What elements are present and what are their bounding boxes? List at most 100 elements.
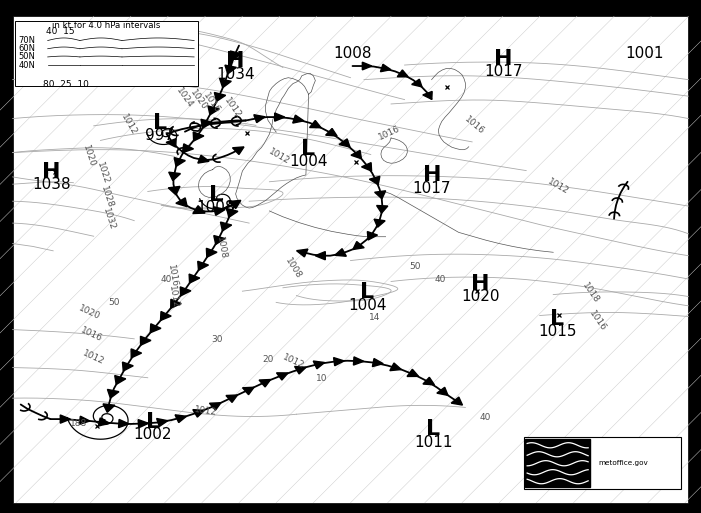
Polygon shape xyxy=(123,362,133,371)
Polygon shape xyxy=(166,139,176,147)
Polygon shape xyxy=(226,208,238,218)
Polygon shape xyxy=(353,242,365,249)
Polygon shape xyxy=(206,248,217,257)
Polygon shape xyxy=(193,206,205,213)
Polygon shape xyxy=(215,92,226,102)
Polygon shape xyxy=(156,419,168,426)
Text: 1034: 1034 xyxy=(216,67,255,82)
Polygon shape xyxy=(254,115,265,123)
Polygon shape xyxy=(98,418,109,426)
Text: 1004: 1004 xyxy=(290,154,327,169)
Polygon shape xyxy=(221,222,232,231)
Polygon shape xyxy=(214,235,225,244)
Polygon shape xyxy=(220,79,231,88)
Text: 70N: 70N xyxy=(18,36,35,45)
Text: 14: 14 xyxy=(369,313,380,322)
Text: 40: 40 xyxy=(479,413,491,422)
Polygon shape xyxy=(374,219,385,227)
Text: H: H xyxy=(226,51,245,71)
Polygon shape xyxy=(193,132,204,141)
Polygon shape xyxy=(297,249,308,257)
Polygon shape xyxy=(198,155,209,163)
Text: 1008: 1008 xyxy=(334,46,372,61)
Text: 1012: 1012 xyxy=(81,349,106,366)
Polygon shape xyxy=(210,403,221,410)
Text: L: L xyxy=(209,185,223,205)
Text: 1032: 1032 xyxy=(101,207,116,232)
Text: L: L xyxy=(550,309,564,329)
Text: 1008: 1008 xyxy=(215,235,228,260)
Polygon shape xyxy=(226,395,238,402)
Text: 40  15: 40 15 xyxy=(46,27,74,36)
Text: 1012: 1012 xyxy=(222,96,243,120)
Polygon shape xyxy=(233,147,244,154)
Text: 40: 40 xyxy=(435,275,446,284)
Polygon shape xyxy=(169,172,180,181)
Polygon shape xyxy=(115,376,125,384)
Text: 1016: 1016 xyxy=(462,114,486,136)
Polygon shape xyxy=(259,380,271,387)
Polygon shape xyxy=(175,415,186,423)
Polygon shape xyxy=(423,377,435,385)
Polygon shape xyxy=(171,299,182,308)
Text: 10: 10 xyxy=(316,373,327,383)
Polygon shape xyxy=(334,358,344,366)
Polygon shape xyxy=(243,387,254,394)
Polygon shape xyxy=(335,249,346,256)
Polygon shape xyxy=(374,191,386,199)
Polygon shape xyxy=(367,231,378,240)
Text: 1038: 1038 xyxy=(32,177,71,192)
Polygon shape xyxy=(107,389,119,398)
Text: 1016: 1016 xyxy=(376,124,402,142)
Polygon shape xyxy=(390,363,401,370)
Text: 1020: 1020 xyxy=(188,88,209,112)
Text: 40: 40 xyxy=(161,275,172,284)
Text: 30: 30 xyxy=(211,335,222,344)
Text: 1012: 1012 xyxy=(119,112,139,137)
Text: H: H xyxy=(471,274,489,293)
Text: 1015: 1015 xyxy=(538,324,576,340)
Polygon shape xyxy=(193,409,204,417)
Polygon shape xyxy=(131,349,142,358)
Polygon shape xyxy=(60,415,70,423)
Polygon shape xyxy=(275,113,285,121)
Text: 1016: 1016 xyxy=(587,309,608,332)
Text: 1022: 1022 xyxy=(95,161,111,186)
Polygon shape xyxy=(372,359,383,367)
Polygon shape xyxy=(118,420,129,428)
Text: 1024: 1024 xyxy=(174,86,195,109)
Polygon shape xyxy=(326,128,337,136)
Text: L: L xyxy=(426,420,440,439)
Text: 1020: 1020 xyxy=(77,304,102,322)
Polygon shape xyxy=(339,139,350,147)
Polygon shape xyxy=(214,207,225,215)
Text: L: L xyxy=(146,412,160,431)
Text: 1016: 1016 xyxy=(79,326,104,343)
Text: 1012: 1012 xyxy=(280,353,306,370)
Polygon shape xyxy=(353,357,364,365)
Text: 1018: 1018 xyxy=(580,282,601,305)
Text: 60N: 60N xyxy=(18,44,35,53)
Polygon shape xyxy=(381,64,391,72)
Text: L: L xyxy=(153,113,167,133)
Text: H: H xyxy=(494,49,512,69)
Text: 50: 50 xyxy=(409,262,421,271)
Text: 1012: 1012 xyxy=(194,405,218,418)
Bar xyxy=(524,437,681,489)
Polygon shape xyxy=(198,261,208,270)
Text: L: L xyxy=(360,283,374,302)
Bar xyxy=(15,21,198,86)
Polygon shape xyxy=(189,274,200,283)
Polygon shape xyxy=(313,361,325,369)
Text: 1028: 1028 xyxy=(99,185,114,209)
Text: 1017: 1017 xyxy=(413,181,451,196)
Text: 1016: 1016 xyxy=(166,263,179,288)
Text: 1008: 1008 xyxy=(283,256,303,281)
Polygon shape xyxy=(140,336,151,345)
Text: 1020: 1020 xyxy=(81,144,97,169)
Text: metoffice.gov: metoffice.gov xyxy=(599,460,648,466)
Text: 50N: 50N xyxy=(18,52,35,62)
Polygon shape xyxy=(79,416,90,424)
Polygon shape xyxy=(103,404,115,412)
Text: H: H xyxy=(423,166,441,185)
